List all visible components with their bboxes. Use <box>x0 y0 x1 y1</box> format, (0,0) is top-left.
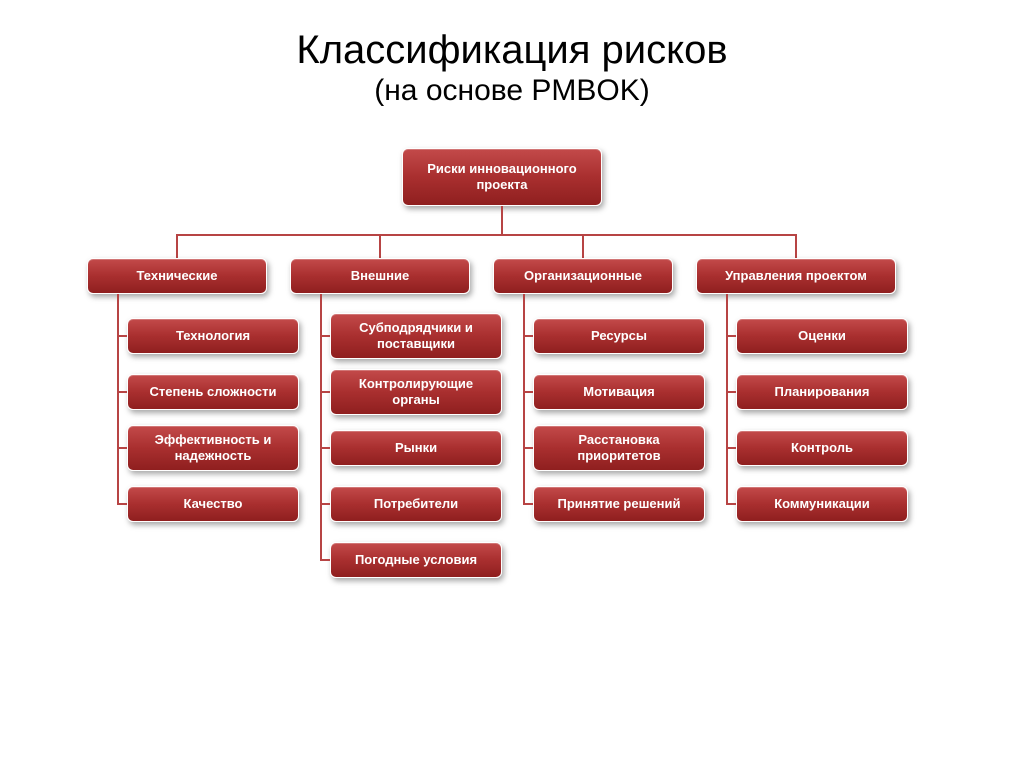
connector <box>118 335 127 337</box>
connector <box>524 335 533 337</box>
child-node: Рынки <box>330 430 502 466</box>
page-subtitle: (на основе PMBOK) <box>0 74 1024 108</box>
child-node: Планирования <box>736 374 908 410</box>
child-node: Потребители <box>330 486 502 522</box>
root-node: Риски инновационного проекта <box>402 148 602 206</box>
connector <box>727 503 736 505</box>
page-title: Классификация рисков <box>0 28 1024 72</box>
connector <box>524 503 533 505</box>
child-node: Субподрядчики и поставщики <box>330 313 502 359</box>
child-node: Эффективность и надежность <box>127 425 299 471</box>
connector <box>118 447 127 449</box>
connector <box>501 206 503 234</box>
connector <box>320 294 322 561</box>
connector <box>177 234 796 236</box>
category-node: Управления проектом <box>696 258 896 294</box>
category-node: Технические <box>87 258 267 294</box>
connector <box>321 447 330 449</box>
child-node: Контроль <box>736 430 908 466</box>
child-node: Контролирующие органы <box>330 369 502 415</box>
connector <box>523 294 525 505</box>
connector <box>118 503 127 505</box>
child-node: Качество <box>127 486 299 522</box>
connector <box>524 391 533 393</box>
category-node: Внешние <box>290 258 470 294</box>
connector <box>524 447 533 449</box>
connector <box>379 234 381 258</box>
connector <box>727 335 736 337</box>
connector <box>727 447 736 449</box>
connector <box>321 391 330 393</box>
child-node: Технология <box>127 318 299 354</box>
child-node: Степень сложности <box>127 374 299 410</box>
connector <box>726 294 728 505</box>
connector <box>582 234 584 258</box>
connector <box>321 503 330 505</box>
child-node: Расстановка приоритетов <box>533 425 705 471</box>
child-node: Погодные условия <box>330 542 502 578</box>
connector <box>117 294 119 505</box>
connector <box>321 335 330 337</box>
child-node: Коммуникации <box>736 486 908 522</box>
child-node: Принятие решений <box>533 486 705 522</box>
category-node: Организационные <box>493 258 673 294</box>
connector <box>727 391 736 393</box>
child-node: Оценки <box>736 318 908 354</box>
connector <box>176 234 178 258</box>
connector <box>321 559 330 561</box>
connector <box>795 234 797 258</box>
child-node: Ресурсы <box>533 318 705 354</box>
connector <box>118 391 127 393</box>
child-node: Мотивация <box>533 374 705 410</box>
